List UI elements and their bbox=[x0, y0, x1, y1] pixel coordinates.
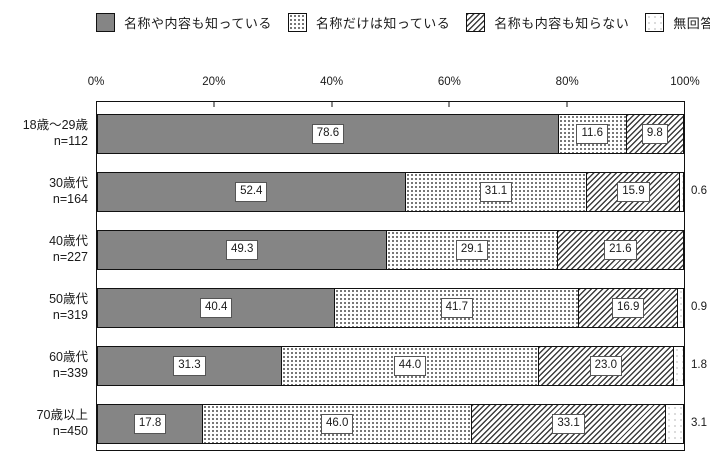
legend-label: 無回答 bbox=[673, 16, 710, 31]
segment-value: 11.6 bbox=[576, 124, 608, 144]
category-n: n=319 bbox=[52, 308, 88, 322]
bar-segment-solid: 78.6 bbox=[98, 115, 558, 153]
bar-segment-solid: 49.3 bbox=[98, 231, 387, 269]
category-label: 70歳以上 n=450 bbox=[0, 403, 88, 443]
bar-segment-dots: 11.6 bbox=[557, 115, 626, 153]
bar-segment-sparse bbox=[677, 289, 683, 327]
category-name: 70歳以上 bbox=[36, 407, 88, 422]
axis-tick-label: 100% bbox=[670, 76, 700, 88]
legend-label: 名称も内容も知らない bbox=[494, 16, 630, 31]
axis-tick-label: 0% bbox=[87, 76, 105, 88]
legend-item: 名称や内容も知っている bbox=[96, 13, 272, 32]
category-n: n=339 bbox=[52, 366, 88, 380]
segment-value: 21.6 bbox=[604, 240, 637, 260]
legend-item: 無回答 bbox=[645, 13, 710, 32]
legend-swatch-sparse-icon bbox=[645, 13, 665, 32]
bar-segment-hatch: 16.9 bbox=[578, 289, 678, 327]
axis-tick-mark bbox=[566, 102, 568, 107]
segment-value: 23.0 bbox=[589, 356, 622, 376]
bar-segment-sparse bbox=[664, 405, 683, 443]
segment-value: 15.9 bbox=[617, 182, 650, 202]
bar-segment-solid: 31.3 bbox=[98, 347, 281, 385]
category-name: 40歳代 bbox=[49, 233, 88, 248]
bar-segment-hatch: 23.0 bbox=[538, 347, 673, 385]
axis-tick-label: 80% bbox=[555, 76, 579, 88]
bar-segment-sparse bbox=[679, 173, 683, 211]
legend-swatch-solid-icon bbox=[96, 13, 115, 32]
category-name: 60歳代 bbox=[49, 349, 88, 364]
legend-swatch-hatch-icon bbox=[466, 13, 486, 32]
bar-segment-dots: 44.0 bbox=[280, 347, 539, 385]
segment-value: 31.3 bbox=[173, 356, 206, 376]
category-name: 50歳代 bbox=[49, 291, 88, 306]
axis-tick-label: 40% bbox=[320, 76, 344, 88]
bar-segment-solid: 52.4 bbox=[98, 173, 405, 211]
outside-value-label: 0.9 bbox=[691, 301, 707, 313]
segment-value: 16.9 bbox=[612, 298, 645, 318]
segment-value: 46.0 bbox=[320, 414, 354, 434]
legend-item: 名称も内容も知らない bbox=[466, 13, 629, 32]
bar-row: 78.6 11.6 9.8 bbox=[97, 114, 684, 154]
legend-item: 名称だけは知っている bbox=[287, 13, 451, 32]
category-n: n=164 bbox=[52, 192, 88, 206]
axis-tick-label: 60% bbox=[437, 76, 461, 88]
bar-segment-solid: 40.4 bbox=[98, 289, 335, 327]
bar-row: 49.3 29.1 21.6 bbox=[97, 230, 684, 270]
category-label: 40歳代 n=227 bbox=[0, 229, 88, 269]
bar-segment-dots: 29.1 bbox=[386, 231, 557, 269]
bar-segment-hatch: 15.9 bbox=[586, 173, 680, 211]
category-label: 30歳代 n=164 bbox=[0, 171, 88, 211]
bar-segment-sparse bbox=[672, 347, 683, 385]
outside-value-label: 3.1 bbox=[691, 417, 707, 429]
category-n: n=227 bbox=[52, 250, 88, 264]
category-name: 30歳代 bbox=[49, 175, 88, 190]
legend-label: 名称だけは知っている bbox=[315, 16, 451, 31]
x-axis-labels: 0% 20% 40% 60% 80% 100% bbox=[88, 76, 700, 92]
bar-segment-hatch: 9.8 bbox=[625, 115, 683, 153]
bar-segment-dots: 31.1 bbox=[404, 173, 587, 211]
bar-segment-hatch: 33.1 bbox=[471, 405, 665, 443]
category-label: 60歳代 n=339 bbox=[0, 345, 88, 385]
bar-segment-hatch: 21.6 bbox=[556, 231, 683, 269]
segment-value: 17.8 bbox=[133, 414, 167, 434]
bar-segment-dots: 46.0 bbox=[202, 405, 472, 443]
bar-row: 17.8 46.0 33.1 bbox=[97, 404, 684, 444]
axis-tick-mark bbox=[448, 102, 450, 107]
plot-area: 78.6 11.6 9.8 52.4 31.1 15.9 49.3 29.1 21.6 40.4 4… bbox=[96, 101, 685, 451]
segment-value: 29.1 bbox=[455, 240, 489, 260]
legend: 名称や内容も知っている 名称だけは知っている 名称も内容も知らない 無回答 bbox=[96, 13, 710, 32]
bar-segment-solid: 17.8 bbox=[98, 405, 203, 443]
legend-swatch-dots-icon bbox=[287, 13, 307, 32]
segment-value: 78.6 bbox=[311, 124, 345, 144]
segment-value: 9.8 bbox=[641, 124, 668, 144]
segment-value: 31.1 bbox=[479, 182, 513, 202]
segment-value: 49.3 bbox=[226, 240, 259, 260]
axis-tick-label: 20% bbox=[202, 76, 226, 88]
outside-value-label: 1.8 bbox=[691, 359, 707, 371]
axis-tick-mark bbox=[213, 102, 215, 107]
legend-label: 名称や内容も知っている bbox=[124, 16, 272, 31]
bar-row: 52.4 31.1 15.9 bbox=[97, 172, 684, 212]
category-name: 18歳〜29歳 bbox=[22, 117, 88, 132]
axis-tick-mark bbox=[331, 102, 333, 107]
category-n: n=450 bbox=[52, 424, 88, 438]
category-label: 50歳代 n=319 bbox=[0, 287, 88, 327]
segment-value: 52.4 bbox=[235, 182, 268, 202]
segment-value: 33.1 bbox=[552, 414, 585, 434]
bar-segment-dots: 41.7 bbox=[334, 289, 579, 327]
outside-value-label: 0.6 bbox=[691, 185, 707, 197]
category-n: n=112 bbox=[53, 134, 88, 148]
segment-value: 44.0 bbox=[393, 356, 427, 376]
segment-value: 40.4 bbox=[199, 298, 233, 318]
category-label: 18歳〜29歳 n=112 bbox=[0, 113, 88, 153]
bar-row: 31.3 44.0 23.0 bbox=[97, 346, 684, 386]
segment-value: 41.7 bbox=[440, 298, 473, 318]
bar-row: 40.4 41.7 16.9 bbox=[97, 288, 684, 328]
